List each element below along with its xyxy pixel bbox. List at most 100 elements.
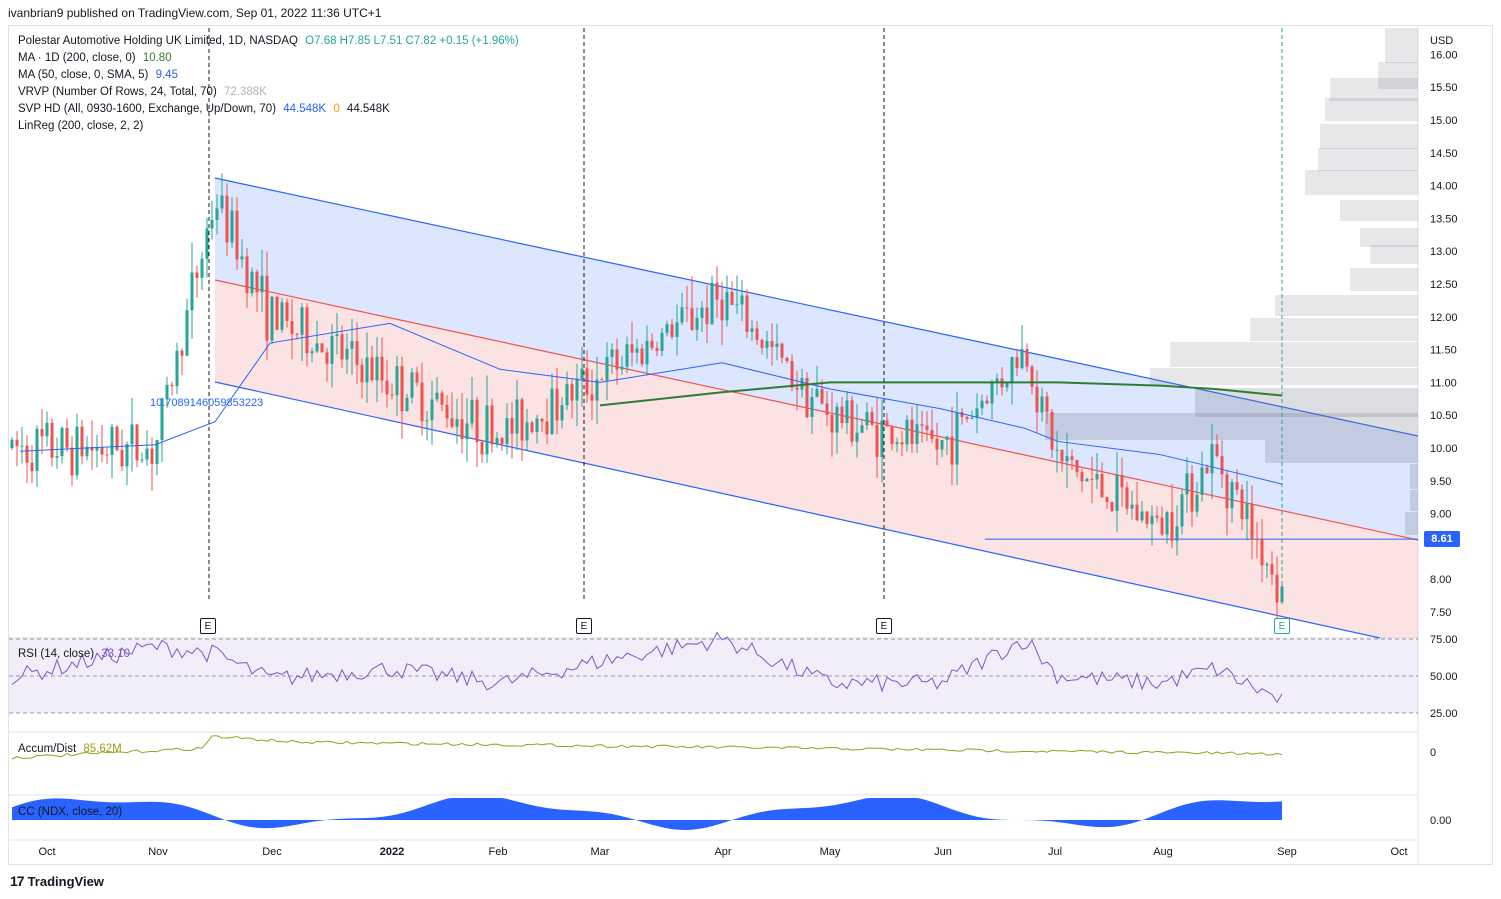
time-tick-label: Oct: [1390, 846, 1407, 858]
candle-body: [265, 275, 269, 341]
candle-body: [110, 426, 114, 455]
legend-ma200: MA · 1D (200, close, 0) 10.80: [18, 50, 172, 67]
candle-body: [755, 328, 759, 340]
candle-body: [1035, 386, 1039, 413]
candle-body: [465, 423, 469, 440]
candle-body: [275, 296, 279, 330]
candle-body: [635, 348, 639, 353]
candle-body: [45, 422, 49, 437]
candle-body: [495, 438, 499, 445]
svp-value-1: 44.548K: [283, 103, 327, 115]
cc-value: 0.9: [129, 806, 146, 818]
candle-body: [1145, 511, 1149, 525]
candle-body: [705, 307, 709, 325]
candle-body: [55, 456, 59, 458]
legend-linreg: LinReg (200, close, 2, 2): [18, 118, 143, 135]
candle-body: [720, 299, 724, 321]
candle-body: [160, 398, 164, 440]
candle-body: [1185, 473, 1189, 495]
earnings-marker-2[interactable]: E: [576, 618, 592, 634]
candle-body: [1070, 456, 1074, 460]
candle-body: [360, 364, 364, 383]
candle-body: [470, 399, 474, 424]
ma50-label: MA (50, close, 0, SMA, 5): [18, 69, 149, 81]
candle-body: [530, 422, 534, 433]
candle-body: [535, 418, 539, 433]
candle-body: [660, 332, 664, 352]
candle-body: [1140, 511, 1144, 521]
candle-body: [1170, 512, 1174, 541]
candle-body: [125, 444, 129, 467]
time-tick-label: May: [820, 846, 841, 858]
candle-body: [1055, 449, 1059, 451]
rsi-tick-label: 50.00: [1430, 671, 1458, 683]
candle-body: [610, 349, 614, 357]
ma50-value: 9.45: [155, 69, 178, 81]
candle-body: [455, 419, 459, 427]
vrvp-value: 72.388K: [223, 86, 267, 98]
linreg-lower-line: [214, 381, 1381, 639]
candle-body: [515, 399, 519, 434]
candle-body: [905, 419, 909, 445]
candle-body: [745, 295, 749, 332]
cc-label: CC (NDX, close, 20): [18, 806, 123, 818]
price-tick-label: 12.50: [1430, 279, 1458, 291]
candle-body: [290, 321, 294, 334]
candle-body: [365, 357, 369, 383]
candle-body: [735, 304, 739, 306]
candle-body: [1240, 489, 1244, 520]
candle-body: [645, 340, 649, 365]
legend-cc: CC (NDX, close, 20) 0.9: [18, 804, 145, 821]
time-tick-label: Jul: [1048, 846, 1062, 858]
volume-profile-bar: [1305, 170, 1418, 195]
candle-body: [785, 357, 789, 362]
price-tick-label: 15.50: [1430, 82, 1458, 94]
candle-body: [1040, 396, 1044, 413]
candle-body: [390, 394, 394, 396]
candle-body: [525, 422, 529, 441]
time-tick-label: Sep: [1277, 846, 1297, 858]
candle-body: [1210, 444, 1214, 474]
candle-body: [350, 341, 354, 349]
candle-body: [910, 419, 914, 444]
linreg-lower-fill: [215, 280, 1418, 638]
candle-body: [300, 307, 304, 335]
candle-body: [305, 307, 309, 354]
candle-body: [840, 406, 844, 423]
earnings-marker-upcoming[interactable]: E: [1274, 618, 1290, 634]
time-tick-label: 2022: [380, 846, 404, 858]
candle-body: [1080, 472, 1084, 482]
tradingview-brand[interactable]: 17 TradingView: [10, 873, 104, 889]
candle-body: [585, 368, 589, 395]
earnings-marker-1[interactable]: E: [200, 618, 216, 634]
candle-body: [1050, 411, 1054, 450]
candle-body: [1215, 444, 1219, 457]
candle-body: [485, 405, 489, 455]
price-tick-label: 15.00: [1430, 115, 1458, 127]
price-tick-label: 9.00: [1430, 509, 1451, 521]
earnings-marker-3[interactable]: E: [876, 618, 892, 634]
candle-body: [150, 448, 154, 464]
candle-body: [640, 348, 644, 365]
candle-body: [885, 420, 889, 427]
candle-body: [10, 439, 14, 448]
cc-tick-label: 0.00: [1430, 815, 1451, 827]
cc-area: [12, 798, 1282, 830]
candle-body: [320, 343, 324, 353]
linreg-annotation: 10.7089146059853223: [150, 397, 264, 409]
candle-body: [500, 438, 504, 444]
candle-body: [85, 446, 89, 457]
candle-body: [170, 384, 174, 387]
candle-body: [930, 430, 934, 439]
candle-body: [115, 426, 119, 451]
candle-body: [1195, 494, 1199, 512]
candle-body: [1105, 497, 1109, 503]
candle-body: [700, 307, 704, 318]
candle-body: [770, 340, 774, 347]
candle-body: [245, 256, 249, 294]
price-tick-label: 16.00: [1430, 49, 1458, 61]
candle-body: [990, 382, 994, 404]
volume-profile-bar: [1045, 413, 1418, 440]
candle-body: [480, 442, 484, 455]
